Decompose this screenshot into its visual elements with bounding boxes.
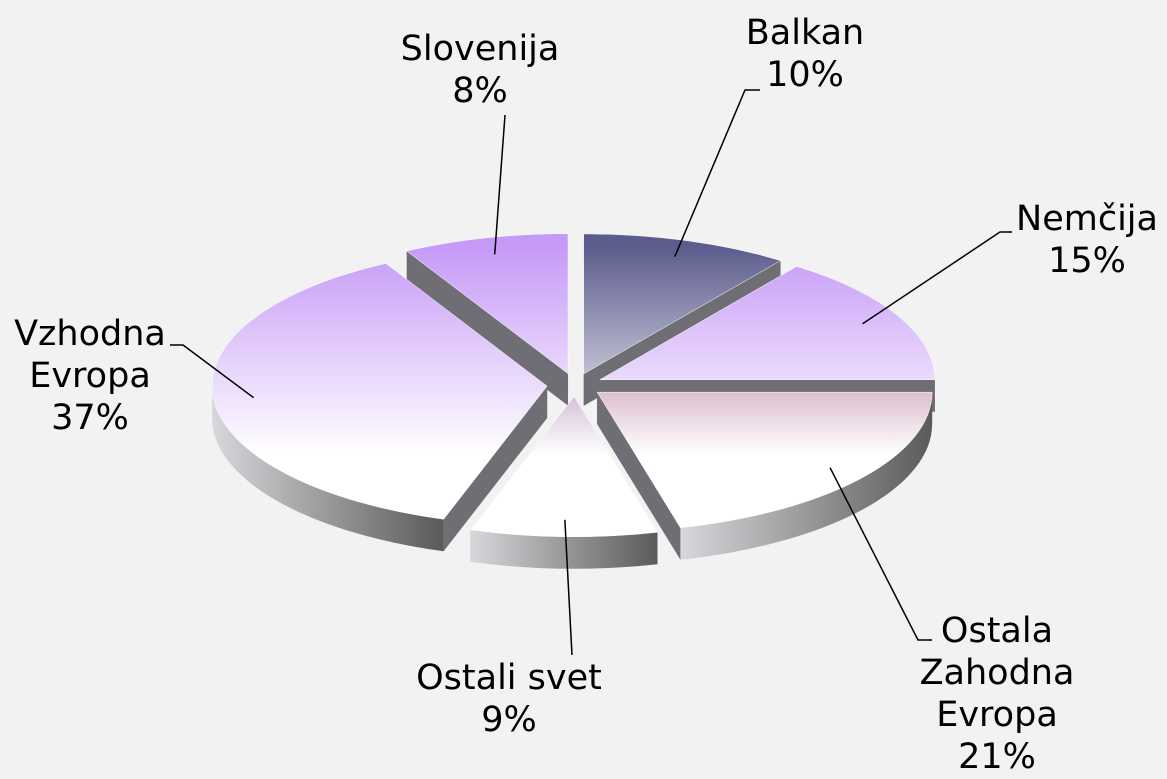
data-label: Ostala Zahodna Evropa 21%	[902, 610, 1092, 778]
data-label: Ostali svet 9%	[369, 657, 649, 741]
leader-line	[862, 231, 1012, 325]
data-label: Balkan 10%	[705, 12, 905, 96]
category-label: Ostala Zahodna Evropa	[919, 611, 1075, 735]
leader-line	[493, 114, 506, 255]
leader-line	[170, 344, 255, 399]
value-label: 37%	[51, 398, 129, 438]
data-label: Nemčija 15%	[987, 198, 1167, 282]
category-label: Slovenija	[400, 29, 560, 69]
slice	[470, 396, 658, 537]
slice	[596, 391, 933, 529]
value-label: 10%	[766, 55, 844, 95]
category-label: Ostali svet	[416, 658, 602, 698]
data-label: Vzhodna Evropa 37%	[0, 313, 185, 439]
leader-line	[829, 467, 932, 641]
data-label: Slovenija 8%	[380, 28, 580, 112]
category-label: Nemčija	[1016, 199, 1158, 239]
slice-side	[406, 250, 569, 406]
value-label: 8%	[452, 71, 508, 111]
slice	[599, 266, 936, 380]
leader-line	[674, 89, 760, 257]
slice-wall	[680, 392, 933, 560]
category-label: Balkan	[745, 13, 865, 53]
slice-side	[443, 386, 548, 552]
value-label: 15%	[1048, 241, 1126, 281]
slice-wall	[212, 386, 444, 552]
category-label: Vzhodna Evropa	[14, 314, 166, 396]
slice	[211, 263, 548, 520]
leader-line	[564, 519, 573, 656]
slice-wall	[470, 529, 658, 569]
slice	[583, 233, 782, 375]
value-label: 21%	[958, 737, 1036, 777]
value-label: 9%	[481, 700, 537, 740]
slice-side	[597, 392, 681, 560]
slice	[406, 233, 569, 375]
